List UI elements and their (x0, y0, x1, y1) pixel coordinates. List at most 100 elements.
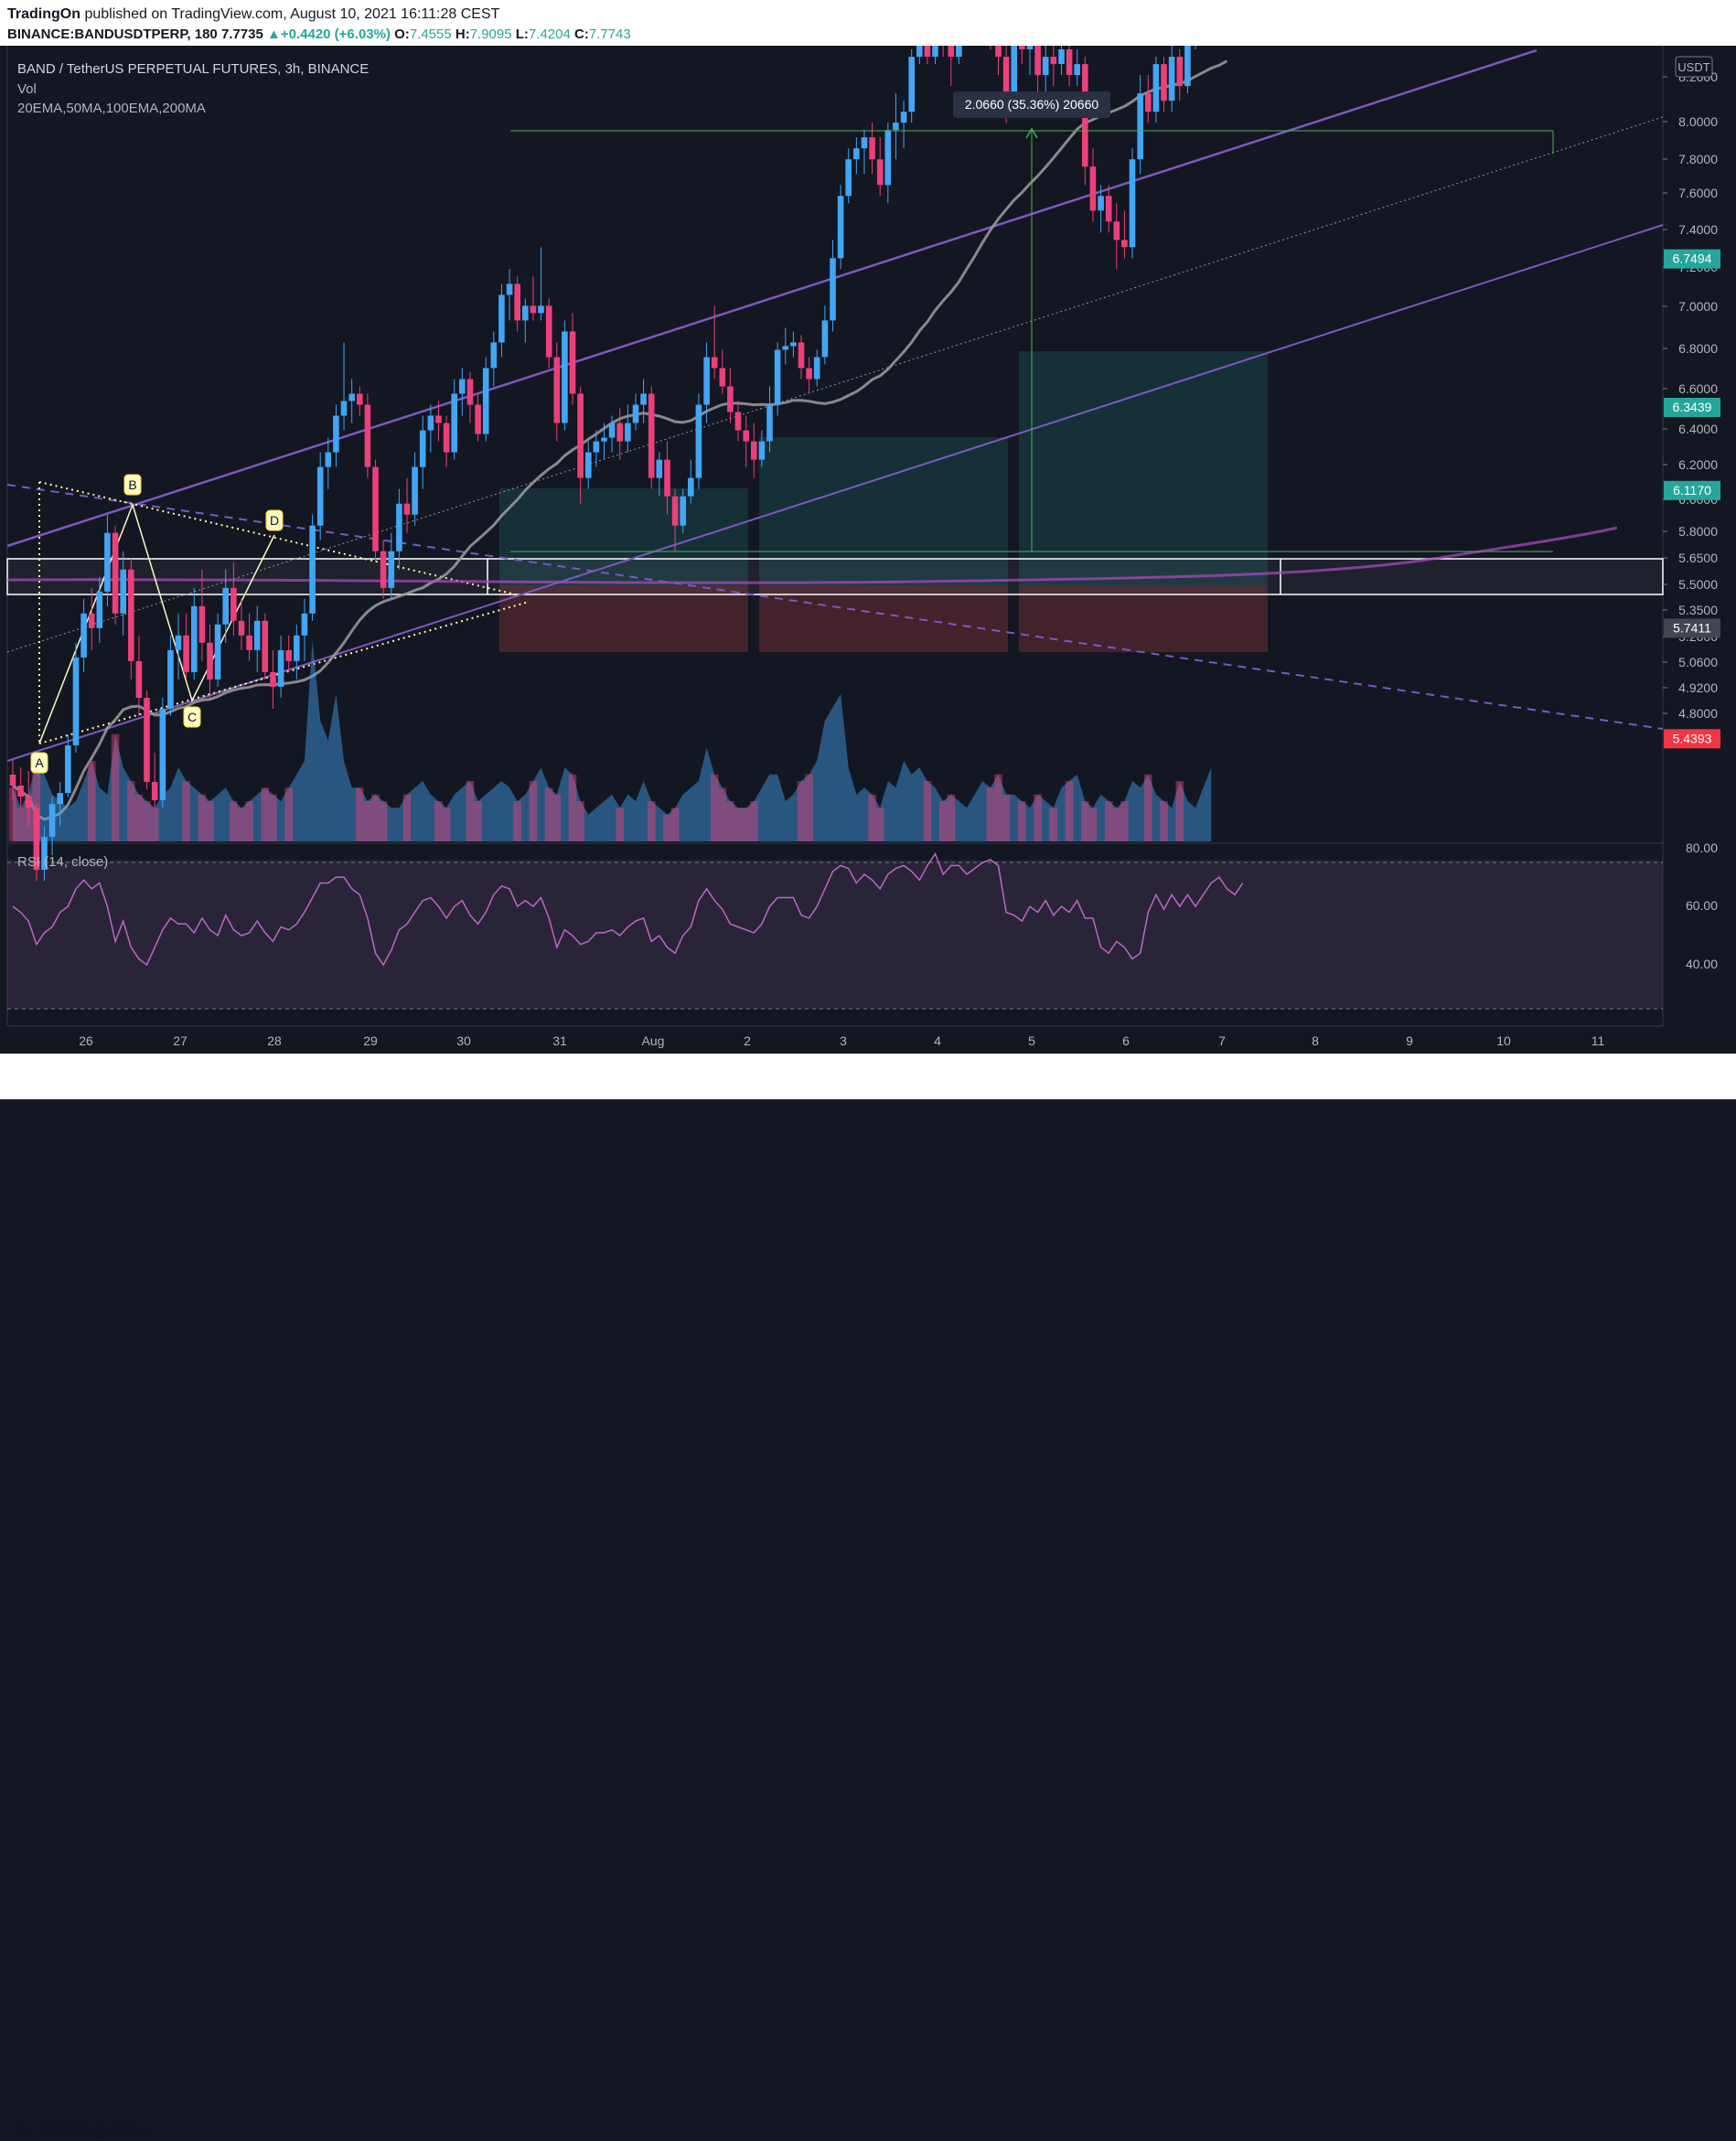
volume-down-bar (230, 801, 238, 841)
candle-body (309, 525, 316, 614)
candle (380, 540, 387, 599)
candle-body (703, 357, 710, 405)
time-tick-label: 4 (934, 1033, 941, 1048)
measure-label-box[interactable] (953, 91, 1110, 118)
price-tick-label: 7.8000 (1678, 152, 1718, 166)
candle-body (451, 393, 457, 453)
volume-down-bar (1120, 801, 1129, 841)
open-label: O: (394, 27, 410, 42)
volume-down-bar (402, 794, 412, 841)
candle-body (128, 569, 134, 661)
volume-down-bar (868, 794, 876, 841)
candle-body (774, 349, 781, 405)
candle (1152, 57, 1160, 123)
candle-body (671, 496, 679, 526)
price-badge (1664, 618, 1720, 638)
volume-down-bar (923, 781, 932, 841)
candle-body (340, 401, 348, 416)
candle (719, 349, 726, 394)
volume-down-bar (663, 814, 671, 841)
candle (191, 587, 198, 680)
candle (680, 488, 686, 533)
pattern-label-box[interactable] (123, 474, 142, 496)
candle-body (466, 379, 474, 405)
candle-body (475, 404, 481, 434)
candle (316, 452, 324, 541)
candle-body (364, 404, 371, 467)
tradingview-logo[interactable]: ▰▶ TradingView (7, 2119, 151, 2141)
time-tick-label: 11 (1591, 1033, 1605, 1048)
candle (751, 423, 757, 478)
volume-down-bar (1112, 808, 1121, 841)
chart-svg[interactable]: 2.0660 (35.36%) 20660ABCD8.20008.00007.8… (0, 0, 1736, 1099)
volume-down-bar (8, 787, 17, 841)
volume-down-bar (237, 808, 246, 841)
volume-down-bar (356, 787, 364, 841)
candle-body (734, 412, 742, 431)
candle (1129, 148, 1136, 259)
candle-body (333, 415, 339, 453)
volume-down-bar (947, 794, 956, 841)
price-tick-label: 6.6000 (1678, 381, 1718, 396)
volume-down-bar (734, 808, 743, 841)
candle (648, 386, 655, 489)
pattern-label-box[interactable] (265, 509, 284, 531)
target-zone (1019, 351, 1268, 585)
candle-body (790, 342, 797, 347)
volume-down-bar (1002, 794, 1011, 841)
candle-body (144, 697, 150, 782)
time-tick-label: 28 (267, 1033, 282, 1048)
pattern-label-box[interactable] (183, 706, 201, 728)
candle (774, 342, 781, 416)
chart-stage: 2.0660 (35.36%) 20660ABCD8.20008.00007.8… (0, 0, 1736, 1099)
legend-rsi[interactable]: RSI (14, close) (17, 854, 109, 870)
change-arrow-icon: ▲ (267, 27, 281, 42)
price-badge-label: 6.3439 (1673, 400, 1712, 414)
candle-body (766, 404, 773, 442)
rsi-band-fill (7, 861, 1663, 1009)
candle (285, 635, 292, 672)
legend-volume[interactable]: Vol (17, 81, 37, 97)
candle (553, 342, 561, 442)
candle (893, 93, 899, 160)
candle (238, 598, 245, 650)
candle-body (1168, 57, 1175, 102)
volume-down-bar (363, 801, 372, 841)
volume-down-bar (127, 781, 135, 841)
candle (262, 613, 269, 680)
target-zone (499, 488, 748, 585)
candle (230, 562, 237, 636)
publisher-name[interactable]: TradingOn (7, 6, 80, 22)
candle (388, 532, 395, 599)
candle (671, 488, 679, 551)
candle (151, 753, 158, 808)
volume-down-bar (576, 801, 584, 841)
legend-title[interactable]: BAND / TetherUS PERPETUAL FUTURES, 3h, B… (17, 61, 370, 77)
candle (664, 441, 670, 515)
candle-body (238, 620, 245, 636)
price-tick-label: 7.6000 (1678, 186, 1718, 200)
candle-body (1034, 20, 1041, 76)
low-label: L: (515, 27, 529, 42)
candle-body (9, 775, 16, 786)
candle-body (1161, 64, 1167, 102)
candle-body (1066, 49, 1073, 75)
channel-upper-line (6, 48, 1538, 548)
pattern-label-box[interactable] (30, 752, 48, 774)
candle-body (57, 793, 63, 805)
price-badge (1664, 398, 1720, 417)
candle-body (498, 294, 505, 343)
candle (585, 441, 592, 489)
candle (33, 804, 40, 882)
candle (270, 649, 276, 709)
pattern-label-a: A (35, 755, 44, 770)
candle-body (553, 357, 561, 423)
candle-body (562, 331, 568, 423)
candle (372, 459, 379, 562)
price-tick-label: 5.0600 (1678, 655, 1718, 669)
legend-moving-averages[interactable]: 20EMA,50MA,100EMA,200MA (17, 101, 206, 116)
volume-down-bar (150, 808, 159, 841)
currency-box[interactable] (1675, 56, 1713, 78)
candle (41, 826, 48, 882)
candle (695, 393, 702, 489)
